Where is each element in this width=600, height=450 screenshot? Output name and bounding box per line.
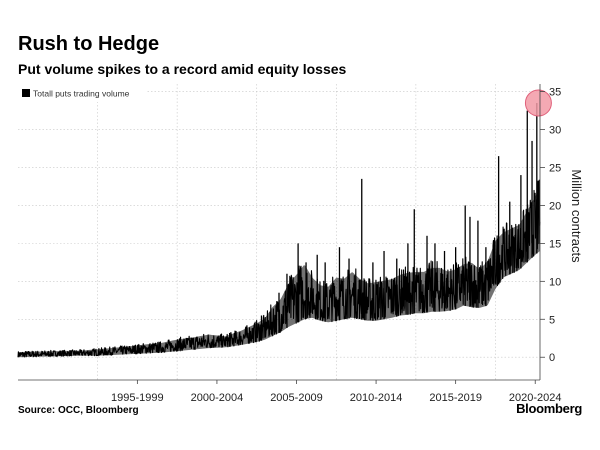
record-highlight — [524, 89, 552, 117]
x-tick-label: 1995-1999 — [111, 392, 164, 404]
legend-background — [18, 84, 146, 102]
legend: Totall puts trading volume — [18, 84, 146, 102]
x-tick-label: 2000-2004 — [191, 392, 244, 404]
chart-subtitle: Put volume spikes to a record amid equit… — [18, 61, 347, 77]
series-put-volume — [17, 102, 541, 358]
y-tick-label: 25 — [549, 162, 561, 174]
bloomberg-logo: Bloomberg — [516, 401, 582, 416]
legend-swatch — [22, 89, 30, 97]
y-tick-label: 30 — [549, 125, 561, 137]
y-tick-label: 35 — [549, 87, 561, 99]
x-tick-label: 2015-2019 — [429, 392, 482, 404]
x-tick-label: 2010-2014 — [350, 392, 403, 404]
record-highlight-circle — [524, 89, 552, 117]
y-tick-label: 10 — [549, 276, 561, 288]
y-tick-label: 15 — [549, 238, 561, 250]
axes: 0 5 10 15 20 25 30 35 1995-1999 2000-2004 2005-200… — [18, 84, 584, 404]
y-tick-label: 5 — [549, 314, 555, 326]
legend-label: Totall puts trading volume — [33, 89, 130, 99]
x-tick-label: 2020-2024 — [509, 392, 562, 404]
source-note: Source: OCC, Bloomberg — [18, 405, 139, 416]
grid-lines — [18, 84, 540, 380]
x-tick-label: 2005-2009 — [270, 392, 323, 404]
chart-title: Rush to Hedge — [18, 33, 160, 55]
y-tick-label: 0 — [549, 352, 555, 364]
y-tick-label: 20 — [549, 200, 561, 212]
y-axis-title: Million contracts — [569, 169, 584, 263]
